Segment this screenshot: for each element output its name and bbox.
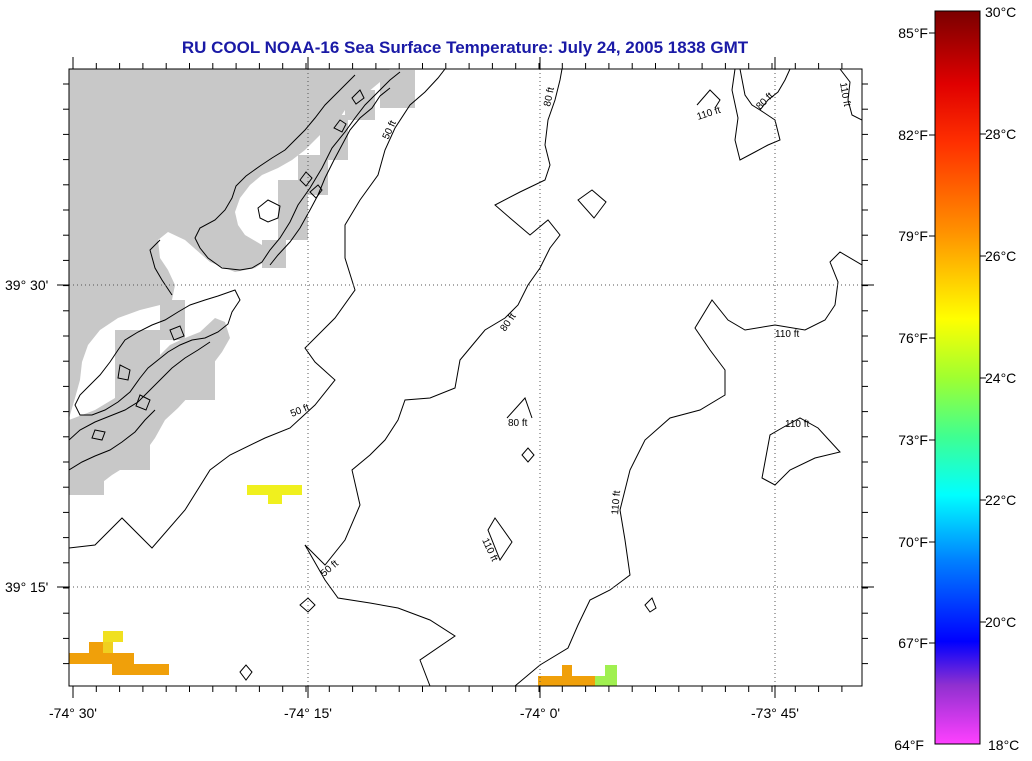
land-pixel-edge <box>69 70 415 495</box>
colorbar-f-label: 70°F <box>898 534 928 550</box>
colorbar-f-label: 67°F <box>898 635 928 651</box>
map-plot-area: 50 ft 50 ft 50 ft 80 ft 80 ft 80 ft 80 f… <box>69 69 862 686</box>
colorbar-f-label: 64°F <box>894 737 924 753</box>
x-tick-label: -74° 0' <box>520 705 560 721</box>
x-tick-label: -73° 45' <box>751 705 799 721</box>
x-tick-label: -74° 30' <box>49 705 97 721</box>
sst-patch-yellow <box>247 485 302 504</box>
colorbar-c-label: 28°C <box>985 126 1016 142</box>
contour-label: 110 ft <box>785 419 809 430</box>
colorbar-f-label: 76°F <box>898 330 928 346</box>
map-frame <box>68 68 863 687</box>
axis-ticks <box>57 57 874 698</box>
contour-label: 80 ft <box>542 86 557 108</box>
y-axis-labels: 39° 30' 39° 15' <box>5 277 48 595</box>
sst-patch-yellow-sw <box>103 631 123 642</box>
colorbar-c-label: 24°C <box>985 370 1016 386</box>
sst-patch-yellow-sw2 <box>103 642 113 653</box>
colorbar-f-label: 79°F <box>898 228 928 244</box>
colorbar-celsius-labels: 30°C 28°C 26°C 24°C 22°C 20°C 18°C <box>985 4 1019 753</box>
colorbar-f-label: 73°F <box>898 432 928 448</box>
colorbar-f-label: 82°F <box>898 127 928 143</box>
graticule <box>69 69 862 686</box>
colorbar-c-label: 20°C <box>985 614 1016 630</box>
colorbar-f-label: 85°F <box>898 25 928 41</box>
y-tick-label: 39° 30' <box>5 277 48 293</box>
x-tick-label: -74° 15' <box>284 705 332 721</box>
colorbar-fahrenheit-labels: 85°F 82°F 79°F 76°F 73°F 70°F 67°F 64°F <box>894 25 928 753</box>
sst-patch-green-se <box>595 665 617 686</box>
colorbar-c-label: 26°C <box>985 248 1016 264</box>
contour-label: 110 ft <box>837 82 852 108</box>
sst-patch-orange-se <box>538 665 596 686</box>
map-title: RU COOL NOAA-16 Sea Surface Temperature:… <box>182 38 749 57</box>
x-axis-labels: -74° 30' -74° 15' -74° 0' -73° 45' <box>49 705 799 721</box>
sst-patch-orange-sw <box>69 642 169 675</box>
contour-label: 110 ft <box>610 490 623 515</box>
contour-label: 110 ft <box>775 329 799 340</box>
colorbar: 85°F 82°F 79°F 76°F 73°F 70°F 67°F 64°F … <box>894 4 1019 753</box>
colorbar-c-label: 18°C <box>988 737 1019 753</box>
colorbar-gradient <box>934 10 981 745</box>
contour-label: 80 ft <box>508 418 528 429</box>
colorbar-c-label: 30°C <box>985 4 1016 20</box>
y-tick-label: 39° 15' <box>5 579 48 595</box>
land-mass <box>69 69 390 420</box>
depth-contours <box>69 69 862 686</box>
shoreline <box>69 71 401 471</box>
colorbar-c-label: 22°C <box>985 492 1016 508</box>
